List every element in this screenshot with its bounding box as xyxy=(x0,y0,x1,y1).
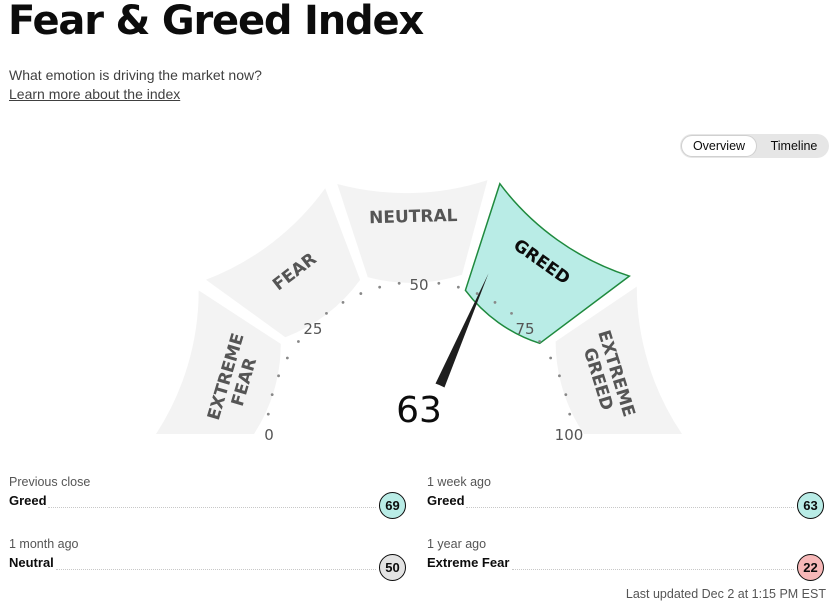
gauge-segment-extreme-greed xyxy=(555,286,682,434)
gauge-scale-dot xyxy=(558,374,561,378)
gauge-scale-dot xyxy=(397,281,401,285)
gauge-scale-dot xyxy=(277,374,280,378)
gauge-scale-dot xyxy=(266,412,270,416)
gauge-tick-75: 75 xyxy=(516,320,535,338)
gauge-hub xyxy=(366,381,472,470)
stat-year-ago-value: Extreme Fear xyxy=(427,555,510,570)
gauge-scale-dot xyxy=(549,356,553,360)
gauge-segment-neutral xyxy=(337,180,488,283)
stat-month-ago-score: 50 xyxy=(379,554,406,581)
stat-divider xyxy=(512,569,794,570)
stat-previous-close-value: Greed xyxy=(9,493,47,508)
gauge-segment-label-neutral: NEUTRAL xyxy=(369,206,458,228)
tab-overview[interactable]: Overview xyxy=(682,136,756,156)
stat-month-ago-label: 1 month ago xyxy=(9,537,79,551)
learn-more-link[interactable]: Learn more about the index xyxy=(9,86,181,102)
gauge-segment-fear xyxy=(205,188,361,338)
stat-week-ago-score: 63 xyxy=(797,492,824,519)
gauge-tick-100: 100 xyxy=(555,426,584,444)
stat-month-ago-value: Neutral xyxy=(9,555,54,570)
stat-year-ago-label: 1 year ago xyxy=(427,537,487,551)
gauge-value: 63 xyxy=(396,390,442,431)
page-title: Fear & Greed Index xyxy=(8,0,424,44)
gauge-tick-0: 0 xyxy=(264,426,274,444)
stat-divider xyxy=(56,569,376,570)
gauge-scale-dot xyxy=(510,312,513,315)
gauge-scale-dot xyxy=(270,393,274,397)
gauge-scale-dot xyxy=(568,412,572,416)
gauge-scale-dot xyxy=(456,285,460,289)
gauge-tick-50: 50 xyxy=(409,276,428,294)
stat-year-ago-score: 22 xyxy=(797,554,824,581)
fear-greed-gauge: EXTREMEFEARFEARNEUTRALGREEDEXTREMEGREED … xyxy=(156,180,682,470)
page-subtitle: What emotion is driving the market now? xyxy=(9,67,262,83)
gauge-scale-dot xyxy=(285,356,289,360)
gauge-segment-greed xyxy=(464,182,631,345)
gauge-scale-dot xyxy=(378,285,382,289)
gauge-scale-dot xyxy=(359,292,363,295)
gauge-scale-dot xyxy=(325,312,328,315)
tab-timeline[interactable]: Timeline xyxy=(770,139,818,153)
gauge-scale-dot xyxy=(538,340,541,343)
gauge-scale-dot xyxy=(564,393,568,397)
stat-previous-close-score: 69 xyxy=(379,492,406,519)
stat-divider xyxy=(48,507,376,508)
last-updated: Last updated Dec 2 at 1:15 PM EST xyxy=(625,587,826,601)
stat-week-ago-value: Greed xyxy=(427,493,465,508)
gauge-scale-dot xyxy=(493,300,497,304)
gauge-scale-dot xyxy=(437,281,441,285)
gauge-scale-dot xyxy=(297,340,300,343)
stat-week-ago-label: 1 week ago xyxy=(427,475,491,489)
stat-previous-close-label: Previous close xyxy=(9,475,91,489)
view-toggle: Overview Timeline xyxy=(680,134,829,158)
gauge-scale-dot xyxy=(341,300,345,304)
gauge-segment-extreme-fear xyxy=(156,290,281,434)
gauge-scale-dot xyxy=(475,292,479,295)
stat-divider xyxy=(466,507,794,508)
gauge-tick-25: 25 xyxy=(303,320,322,338)
